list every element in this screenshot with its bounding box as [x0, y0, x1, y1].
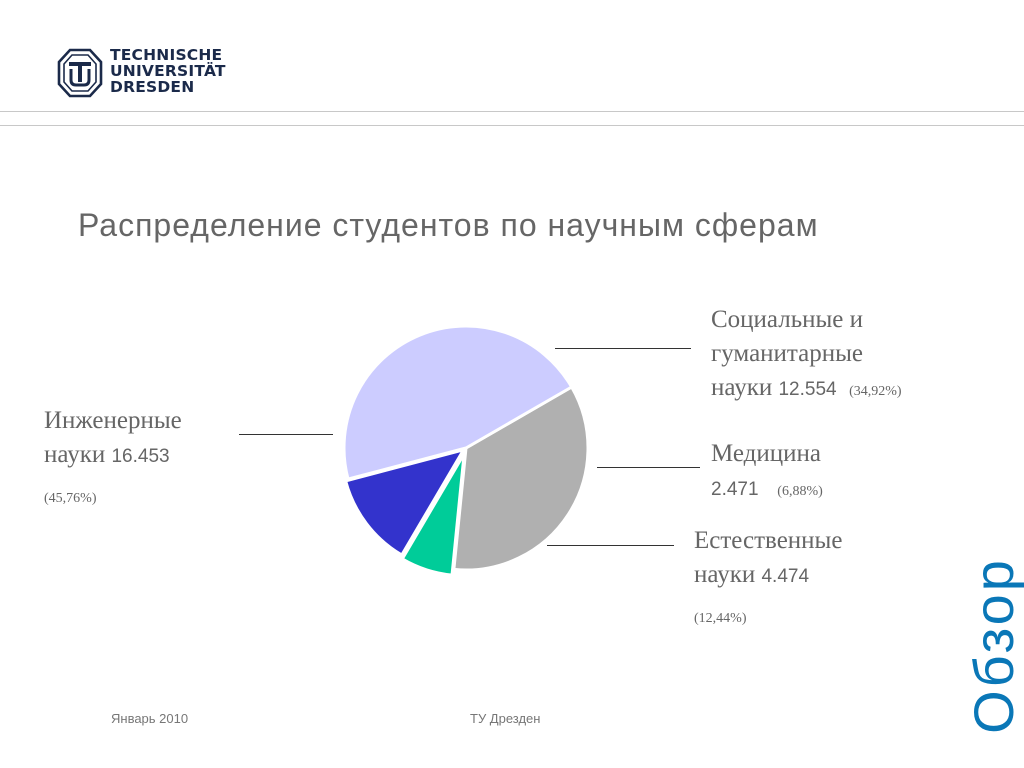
slide-title: Распределение студентов по научным сфера… — [78, 207, 819, 243]
label-engineering-line3: (45,76%) — [44, 478, 182, 516]
logo-line-1: TECHNISCHE — [110, 46, 223, 64]
leader-social — [555, 348, 691, 349]
leader-engineering — [239, 434, 333, 435]
label-natural-pct: (12,44%) — [694, 611, 747, 626]
footer-date: Январь 2010 — [111, 711, 189, 726]
logo-line-3: DRESDEN — [110, 78, 195, 96]
label-natural-line3: (12,44%) — [694, 598, 842, 636]
label-social-value: 12.554 — [778, 379, 837, 400]
pie-chart — [342, 324, 590, 577]
label-natural-word: науки — [694, 561, 756, 588]
tu-dresden-emblem — [57, 48, 103, 98]
label-medicine-line1: Медицина — [711, 440, 821, 467]
label-natural-line2: науки 4.474 — [694, 558, 842, 594]
label-social-line1: Социальные и — [711, 306, 864, 333]
leader-natural — [547, 545, 674, 546]
pie-slice-1 — [400, 452, 466, 577]
label-medicine-value: 2.471 — [711, 479, 759, 500]
label-engineering-value: 16.453 — [111, 446, 170, 467]
logo-line-2: UNIVERSITÄT — [110, 62, 226, 80]
label-medicine-pct: (6,88%) — [777, 484, 823, 499]
label-social: Социальные и гуманитарные науки 12.554 (… — [711, 303, 902, 409]
label-social-word: науки — [711, 374, 773, 401]
label-medicine: Медицина 2.471 (6,88%) — [711, 437, 823, 509]
label-social-pct: (34,92%) — [849, 384, 902, 399]
label-social-line3: науки 12.554 (34,92%) — [711, 371, 902, 409]
pie-slice-0 — [452, 385, 590, 572]
label-natural-line1: Естественные — [694, 527, 843, 554]
tu-dresden-logo: TECHNISCHE UNIVERSITÄT DRESDEN — [56, 47, 226, 99]
section-label: Обзор — [958, 540, 1024, 750]
label-social-line2: гуманитарные — [711, 340, 864, 367]
label-engineering-line1: Инженерные — [44, 407, 182, 434]
pie-slice-3 — [342, 324, 574, 481]
pie-slice-2 — [344, 448, 466, 557]
label-natural: Естественные науки 4.474 (12,44%) — [694, 524, 842, 636]
label-engineering-word: науки — [44, 441, 106, 468]
header-rule-top — [0, 111, 1024, 112]
label-natural-value: 4.474 — [761, 566, 810, 587]
label-medicine-line2: 2.471 (6,88%) — [711, 471, 823, 509]
header-rule-bottom — [0, 125, 1024, 126]
label-engineering-pct: (45,76%) — [44, 491, 97, 506]
section-label-text: Обзор — [961, 556, 1024, 734]
label-engineering-line2: науки 16.453 — [44, 438, 182, 474]
footer-org: ТУ Дрезден — [470, 711, 541, 726]
label-engineering: Инженерные науки 16.453 (45,76%) — [44, 404, 182, 516]
leader-medicine — [597, 467, 700, 468]
